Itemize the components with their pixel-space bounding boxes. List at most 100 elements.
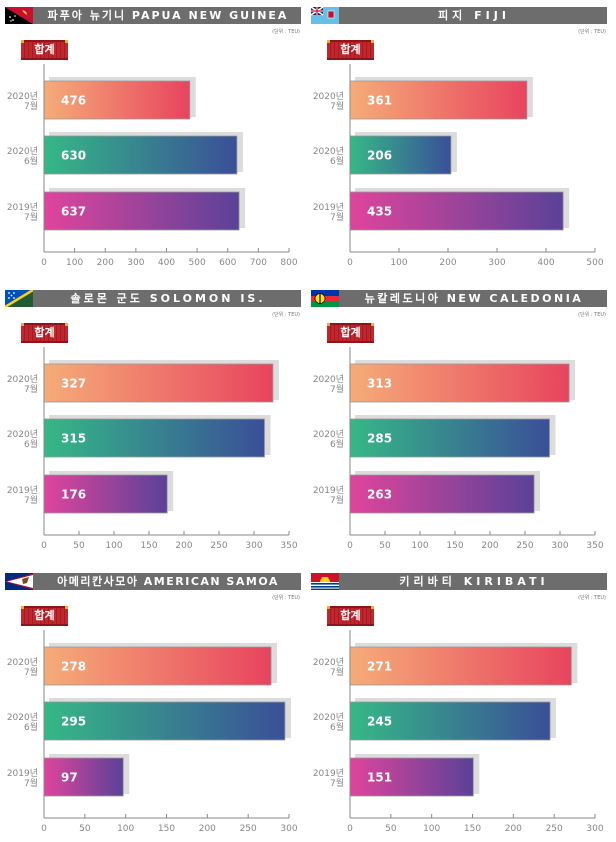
bar xyxy=(43,418,265,458)
bar xyxy=(349,418,550,458)
bar xyxy=(349,474,535,514)
x-tick-label: 150 xyxy=(464,824,481,834)
x-tick-label: 0 xyxy=(347,258,353,268)
category-label-month: 7월 xyxy=(24,211,38,223)
category-label-month: 6월 xyxy=(24,438,38,450)
category-label-month: 6월 xyxy=(330,721,344,733)
x-tick-label: 50 xyxy=(379,541,391,551)
x-tick-label: 300 xyxy=(280,824,297,834)
papua-new-guinea-flag-icon xyxy=(5,7,33,24)
x-tick-label: 700 xyxy=(250,258,267,268)
bar-value-label: 315 xyxy=(61,432,86,446)
category-label-year: 2019년 xyxy=(313,485,344,496)
bar xyxy=(43,474,168,514)
chart-title: 뉴칼레도니아 NEW CALEDONIA xyxy=(364,292,584,305)
x-tick-label: 250 xyxy=(240,824,257,834)
x-tick-label: 100 xyxy=(105,541,122,551)
total-badge: 합계 xyxy=(327,323,374,343)
kiribati-flag-icon xyxy=(311,573,339,590)
bar xyxy=(349,757,474,797)
x-tick-label: 50 xyxy=(73,541,85,551)
bar xyxy=(349,80,528,120)
x-tick-label: 200 xyxy=(199,824,216,834)
x-tick-label: 0 xyxy=(41,258,47,268)
category-label-year: 2020년 xyxy=(7,146,38,157)
x-tick-label: 300 xyxy=(127,258,144,268)
bar-value-label: 271 xyxy=(367,660,392,674)
category-label-year: 2020년 xyxy=(7,374,38,385)
bar xyxy=(43,135,238,175)
bar-value-label: 295 xyxy=(61,715,86,729)
panel-header: 솔로몬 군도 SOLOMON IS. xyxy=(5,290,301,307)
bar-value-label: 285 xyxy=(367,432,392,446)
x-tick-label: 500 xyxy=(586,258,603,268)
x-tick-label: 0 xyxy=(41,824,47,834)
unit-label: (단위 : TEU) xyxy=(578,312,606,318)
x-tick-label: 300 xyxy=(245,541,262,551)
panel-header: 피지 FIJI xyxy=(311,7,607,24)
x-tick-label: 400 xyxy=(537,258,554,268)
x-tick-label: 100 xyxy=(423,824,440,834)
chart-panel-american-samoa: 아메리칸사모아 AMERICAN SAMOA (단위 : TEU) 합계 278… xyxy=(0,566,302,842)
category-label-month: 7월 xyxy=(24,100,38,112)
x-tick-label: 200 xyxy=(439,258,456,268)
bar-value-label: 278 xyxy=(61,660,86,674)
x-tick-label: 50 xyxy=(79,824,91,834)
category-label-year: 2019년 xyxy=(313,202,344,213)
chart-title: 솔로몬 군도 SOLOMON IS. xyxy=(70,292,266,305)
category-label-year: 2020년 xyxy=(313,657,344,668)
chart-title: 피지 FIJI xyxy=(438,9,510,22)
x-tick-label: 300 xyxy=(586,824,603,834)
bar-value-label: 637 xyxy=(61,205,86,219)
total-badge: 합계 xyxy=(21,40,68,60)
panel-header: 파푸아 뉴기니 PAPUA NEW GUINEA xyxy=(5,7,301,24)
category-label-month: 7월 xyxy=(330,211,344,223)
x-tick-label: 200 xyxy=(175,541,192,551)
unit-label: (단위 : TEU) xyxy=(272,29,300,35)
panel-header: 아메리칸사모아 AMERICAN SAMOA xyxy=(5,573,301,590)
x-tick-label: 200 xyxy=(97,258,114,268)
category-label-year: 2020년 xyxy=(313,429,344,440)
category-label-year: 2019년 xyxy=(7,485,38,496)
unit-label: (단위 : TEU) xyxy=(578,595,606,601)
category-label-month: 7월 xyxy=(330,666,344,678)
category-label-month: 6월 xyxy=(24,721,38,733)
panel-header: 키리바티 KIRIBATI xyxy=(311,573,607,590)
chart-title: 키리바티 KIRIBATI xyxy=(399,575,549,588)
category-label-month: 6월 xyxy=(24,155,38,167)
unit-label: (단위 : TEU) xyxy=(272,595,300,601)
x-tick-label: 100 xyxy=(66,258,83,268)
x-tick-label: 600 xyxy=(219,258,236,268)
bar xyxy=(349,135,452,175)
x-tick-label: 250 xyxy=(210,541,227,551)
x-tick-label: 200 xyxy=(505,824,522,834)
bar xyxy=(349,701,551,741)
category-label-year: 2020년 xyxy=(7,91,38,102)
category-label-year: 2020년 xyxy=(313,91,344,102)
bar xyxy=(43,701,286,741)
bar xyxy=(349,363,570,403)
category-label-month: 7월 xyxy=(330,494,344,506)
bar xyxy=(43,191,240,231)
category-label-month: 7월 xyxy=(330,777,344,789)
category-label-year: 2020년 xyxy=(7,657,38,668)
bar-value-label: 630 xyxy=(61,149,86,163)
chart-panel-papua-new-guinea: 파푸아 뉴기니 PAPUA NEW GUINEA (단위 : TEU) 합계 4… xyxy=(0,0,302,276)
x-tick-label: 800 xyxy=(280,258,297,268)
fiji-flag-icon xyxy=(311,7,339,24)
x-tick-label: 400 xyxy=(158,258,175,268)
bar-value-label: 476 xyxy=(61,94,86,108)
category-label-month: 6월 xyxy=(330,155,344,167)
category-label-month: 6월 xyxy=(330,438,344,450)
category-label-year: 2019년 xyxy=(313,768,344,779)
bar-value-label: 313 xyxy=(367,377,392,391)
category-label-year: 2020년 xyxy=(313,146,344,157)
chart-panel-fiji: 피지 FIJI (단위 : TEU) 합계 361 2020년 7월 206 2020년… xyxy=(306,0,608,276)
x-tick-label: 0 xyxy=(347,541,353,551)
category-label-month: 7월 xyxy=(24,494,38,506)
bar-value-label: 176 xyxy=(61,488,86,502)
chart-title: 파푸아 뉴기니 PAPUA NEW GUINEA xyxy=(47,9,289,22)
category-label-month: 7월 xyxy=(330,100,344,112)
